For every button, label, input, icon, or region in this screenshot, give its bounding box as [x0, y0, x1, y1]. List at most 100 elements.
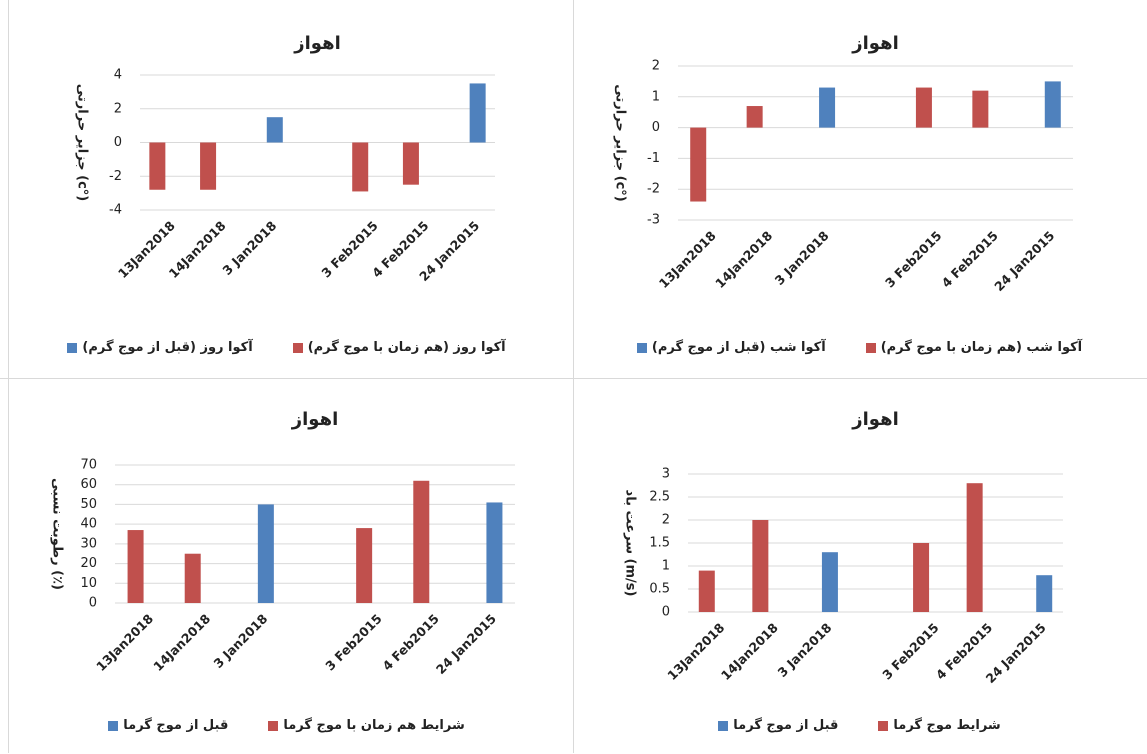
y-tick-label: 4	[114, 68, 122, 83]
x-tick-label: 24 Jan2015	[991, 228, 1057, 294]
y-tick-label: 40	[80, 517, 97, 532]
legend-swatch	[292, 342, 303, 353]
x-tick-label: 3 Jan2018	[219, 218, 279, 278]
legend-label: آکوا روز (قبل از موج گرم)	[82, 340, 253, 355]
chart-title: اهواز	[851, 33, 898, 54]
legend-swatch	[636, 342, 647, 353]
x-tick-label: 13Jan2018	[93, 611, 156, 674]
y-tick-label: 3	[662, 467, 670, 482]
x-tick-label: 14Jan2018	[712, 228, 775, 291]
bar	[413, 480, 430, 603]
bar	[356, 528, 373, 603]
legend-label: آکوا شب (قبل از موج گرم)	[651, 340, 826, 355]
chart-panel: اهواز سرعت باد (m/s) 0 0.5 1 1.5 2 2.5 3 13Jan201…	[573, 378, 1146, 754]
bar	[402, 142, 419, 185]
bar	[1044, 81, 1061, 128]
bar	[752, 520, 769, 612]
legend: آکوا روز (هم زمان با موج گرم) آکوا روز (ق…	[0, 340, 573, 355]
legend-swatch	[865, 342, 876, 353]
x-tick-label: 3 Jan2018	[210, 611, 270, 671]
x-tick-label: 3 Jan2018	[772, 228, 832, 288]
chart-panel: اهواز رطوبت نسبی (٪) 0 10 20 30 40 50 60 70 13Jan2…	[0, 378, 573, 754]
bar	[972, 90, 989, 128]
bar	[966, 483, 983, 612]
y-axis-label: جزایر حرارتی (c°)	[75, 84, 90, 201]
legend-item: قبل از موج گرما	[718, 718, 838, 733]
legend-item: آکوا شب (قبل از موج گرم)	[636, 340, 826, 355]
bar	[821, 552, 838, 612]
legend-label: قبل از موج گرما	[733, 718, 839, 733]
chart: اهواز جزایر حرارتی (c°) -3 -2 -1 0 1 2 13Jan2018…	[613, 33, 1073, 294]
y-tick-label: 10	[80, 576, 97, 591]
bar	[149, 142, 166, 190]
bar	[915, 87, 932, 128]
x-tick-label: 3 Jan2018	[775, 620, 835, 680]
y-tick-label: 0	[89, 596, 97, 611]
chart-title: اهواز	[293, 33, 340, 54]
x-tick-label: 3 Feb2015	[882, 228, 944, 290]
y-tick-label: 70	[80, 458, 97, 473]
legend-label: آکوا شب (هم زمان با موج گرم)	[880, 340, 1083, 355]
legend: شرایط موج گرما قبل از موج گرما	[573, 718, 1146, 733]
y-tick-label: 60	[80, 477, 97, 492]
bar	[698, 570, 715, 612]
frame	[8, 0, 9, 753]
chart-panel: اهواز جزایر حرارتی (c°) -3 -2 -1 0 1 2 13Jan2018…	[573, 0, 1146, 376]
chart-panel: اهواز جزایر حرارتی (c°) -4 -2 0 2 4 13Jan2018 14…	[0, 0, 573, 376]
separator	[573, 0, 574, 753]
y-tick-label: -4	[109, 203, 122, 218]
x-tick-label: 14Jan2018	[718, 620, 781, 683]
y-tick-label: 2	[114, 101, 122, 116]
bar	[469, 83, 486, 143]
bar	[913, 543, 930, 612]
y-tick-label: 2	[662, 513, 670, 528]
y-axis-label: رطوبت نسبی (٪)	[50, 478, 65, 590]
y-tick-label: 1	[652, 89, 660, 104]
chart: اهواز رطوبت نسبی (٪) 0 10 20 30 40 50 60 70 13Jan2…	[50, 409, 515, 677]
y-tick-label: 0	[652, 120, 660, 135]
y-tick-label: 1	[662, 559, 670, 574]
y-tick-label: 1.5	[649, 536, 670, 551]
y-tick-label: 0.5	[649, 582, 670, 597]
legend-item: قبل از موج گرما	[108, 718, 228, 733]
y-tick-label: -3	[647, 213, 660, 228]
legend-label: شرایط هم زمان با موج گرما	[283, 718, 465, 733]
y-tick-label: 2.5	[649, 490, 670, 505]
bar	[127, 530, 144, 603]
x-tick-label: 14Jan2018	[150, 611, 213, 674]
x-tick-label: 3 Feb2015	[322, 611, 384, 673]
bar	[200, 142, 217, 190]
legend-item: آکوا شب (هم زمان با موج گرم)	[865, 340, 1083, 355]
y-tick-label: 0	[662, 605, 670, 620]
legend-swatch	[878, 720, 889, 731]
bar	[257, 504, 274, 603]
y-tick-label: -2	[109, 169, 122, 184]
chart-title: اهواز	[851, 409, 898, 430]
bar	[486, 502, 503, 603]
chart-title: اهواز	[291, 409, 338, 430]
x-tick-label: 24 Jan2015	[433, 611, 499, 677]
x-tick-label: 4 Feb2015	[379, 611, 441, 673]
legend-swatch	[67, 342, 78, 353]
bar	[1036, 575, 1053, 612]
legend-item: شرایط موج گرما	[878, 718, 1001, 733]
legend-label: قبل از موج گرما	[123, 718, 229, 733]
legend-swatch	[108, 720, 119, 731]
legend: شرایط هم زمان با موج گرما قبل از موج گرما	[0, 718, 573, 733]
legend-label: آکوا روز (هم زمان با موج گرم)	[307, 340, 506, 355]
bar	[352, 142, 369, 192]
legend: آکوا شب (هم زمان با موج گرم) آکوا شب (قبل…	[573, 340, 1146, 355]
y-tick-label: 0	[114, 135, 122, 150]
legend-label: شرایط موج گرما	[893, 718, 1001, 733]
legend-item: آکوا روز (قبل از موج گرم)	[67, 340, 253, 355]
y-tick-label: -1	[647, 151, 660, 166]
y-axis-label: سرعت باد (m/s)	[623, 490, 638, 597]
legend-item: آکوا روز (هم زمان با موج گرم)	[292, 340, 506, 355]
bar	[266, 117, 283, 143]
legend-item: شرایط هم زمان با موج گرما	[268, 718, 465, 733]
y-tick-label: 2	[652, 59, 660, 74]
separator	[0, 378, 1147, 379]
